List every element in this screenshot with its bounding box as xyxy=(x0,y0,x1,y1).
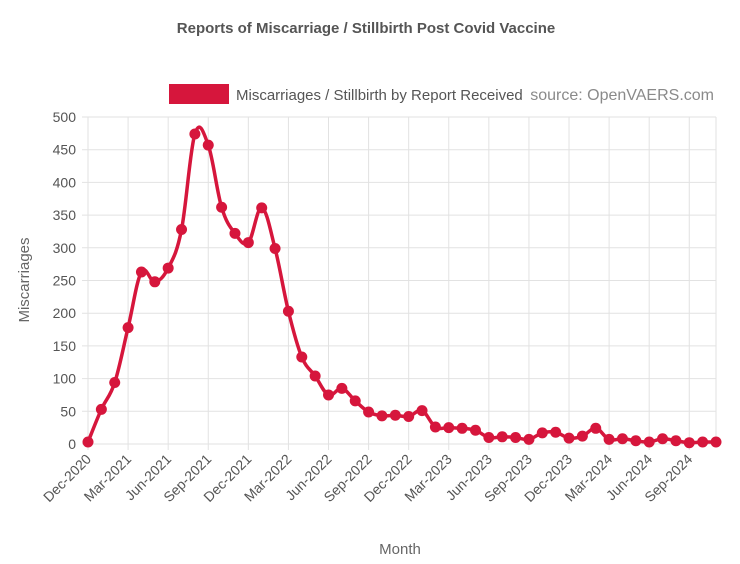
data-point[interactable] xyxy=(309,370,321,382)
data-point[interactable] xyxy=(483,431,495,443)
data-points xyxy=(82,128,722,449)
data-point[interactable] xyxy=(282,305,294,317)
data-point[interactable] xyxy=(616,433,628,445)
data-point[interactable] xyxy=(590,422,602,434)
data-point[interactable] xyxy=(643,436,655,448)
data-point[interactable] xyxy=(550,426,562,438)
data-point[interactable] xyxy=(269,242,281,254)
series-line xyxy=(86,125,717,445)
data-point[interactable] xyxy=(576,430,588,442)
data-point[interactable] xyxy=(429,421,441,433)
data-point[interactable] xyxy=(657,433,669,445)
data-point[interactable] xyxy=(563,432,575,444)
grid-lines xyxy=(82,116,717,450)
x-axis-label: Month xyxy=(379,541,421,558)
data-point[interactable] xyxy=(82,436,94,448)
data-point[interactable] xyxy=(603,433,615,445)
y-tick-label: 350 xyxy=(53,207,77,223)
legend-label: Miscarriages / Stillbirth by Report Rece… xyxy=(236,87,523,104)
data-point[interactable] xyxy=(403,411,415,423)
data-point[interactable] xyxy=(323,389,335,401)
data-point[interactable] xyxy=(456,422,468,434)
data-point[interactable] xyxy=(416,405,428,417)
data-point[interactable] xyxy=(109,377,121,389)
data-point[interactable] xyxy=(122,322,134,334)
data-point[interactable] xyxy=(697,436,709,448)
data-point[interactable] xyxy=(389,409,401,421)
data-point[interactable] xyxy=(536,427,548,439)
data-point[interactable] xyxy=(510,431,522,443)
legend-swatch xyxy=(169,84,229,104)
data-point[interactable] xyxy=(683,437,695,449)
data-point[interactable] xyxy=(630,435,642,447)
data-point[interactable] xyxy=(202,139,214,151)
data-point[interactable] xyxy=(149,276,161,288)
chart-title: Reports of Miscarriage / Stillbirth Post… xyxy=(177,20,555,37)
data-point[interactable] xyxy=(135,266,147,278)
data-point[interactable] xyxy=(496,431,508,443)
data-point[interactable] xyxy=(256,202,268,214)
y-tick-label: 50 xyxy=(60,403,76,419)
data-point[interactable] xyxy=(670,435,682,447)
y-tick-label: 500 xyxy=(53,109,77,125)
data-point[interactable] xyxy=(710,436,722,448)
y-tick-label: 0 xyxy=(68,436,76,452)
y-tick-label: 450 xyxy=(53,142,77,158)
y-axis-label: Miscarriages xyxy=(16,237,33,322)
data-point[interactable] xyxy=(176,223,188,235)
y-tick-label: 200 xyxy=(53,305,77,321)
data-point[interactable] xyxy=(469,424,481,436)
y-tick-label: 400 xyxy=(53,174,77,190)
data-point[interactable] xyxy=(95,403,107,415)
data-point[interactable] xyxy=(363,406,375,418)
data-point[interactable] xyxy=(229,227,241,239)
data-point[interactable] xyxy=(296,351,308,363)
x-axis-ticks: Dec-2020Mar-2021Jun-2021Sep-2021Dec-2021… xyxy=(40,451,696,505)
source-note: source: OpenVAERS.com xyxy=(530,87,714,104)
y-tick-label: 150 xyxy=(53,338,77,354)
data-point[interactable] xyxy=(216,201,228,213)
data-point[interactable] xyxy=(336,382,348,394)
data-point[interactable] xyxy=(376,410,388,422)
data-point[interactable] xyxy=(523,433,535,445)
y-tick-label: 100 xyxy=(53,371,77,387)
y-tick-label: 300 xyxy=(53,240,77,256)
y-tick-label: 250 xyxy=(53,273,77,289)
data-point[interactable] xyxy=(443,422,455,434)
data-point[interactable] xyxy=(242,237,254,249)
data-point[interactable] xyxy=(162,262,174,274)
legend[interactable]: Miscarriages / Stillbirth by Report Rece… xyxy=(169,84,523,104)
data-point[interactable] xyxy=(349,395,361,407)
data-point[interactable] xyxy=(189,128,201,140)
y-axis-ticks: 0 50 100 150 200 250 300 350 400 450 500 xyxy=(53,109,77,452)
